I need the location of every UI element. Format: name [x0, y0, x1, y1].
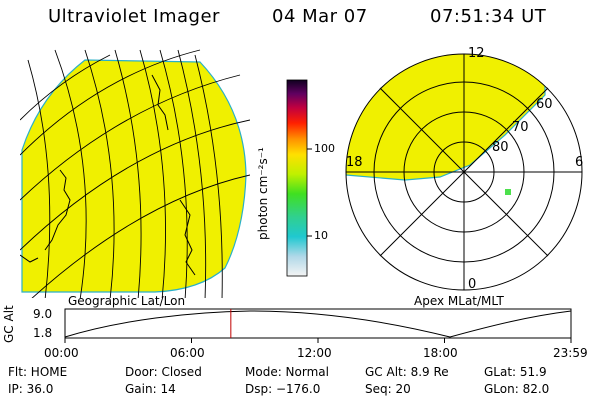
longitude-grid [27, 49, 223, 298]
info-glat: GLat: 51.9 [484, 365, 547, 379]
polar-label-bottom: 0 [468, 277, 477, 292]
info-dsp: Dsp: −176.0 [245, 382, 321, 396]
altitude-ylabel: GC Alt [2, 305, 16, 343]
altitude-ticks [64, 338, 572, 343]
instrument-title: Ultraviolet Imager [48, 6, 220, 27]
coastline [20, 74, 196, 276]
altitude-ytick-bottom: 1.8 [33, 326, 53, 340]
info-seq: Seq: 20 [365, 382, 411, 396]
info-ip: IP: 36.0 [8, 382, 54, 396]
altitude-xtick: 18:00 [423, 346, 458, 360]
polar-lat-label: 60 [536, 97, 553, 112]
polar-label-right: 6 [575, 155, 584, 170]
altitude-ytick-top: 9.0 [33, 307, 53, 321]
altitude-xtick: 12:00 [297, 346, 332, 360]
polar-lat-label: 70 [512, 120, 529, 135]
info-door: Door: Closed [125, 365, 202, 379]
latitude-grid [20, 49, 250, 298]
polar-grid [345, 53, 583, 291]
polar-label-left: 18 [346, 155, 363, 170]
altitude-xtick: 23:59 [553, 346, 588, 360]
info-mode: Mode: Normal [245, 365, 329, 379]
observation-time: 07:51:34 UT [430, 6, 547, 27]
info-flight: Flt: HOME [8, 365, 68, 379]
right-panel-caption: Apex MLat/MLT [414, 294, 504, 308]
altitude-xtick: 06:00 [170, 346, 205, 360]
colorbar-tick-100: 100 [314, 142, 335, 155]
colorbar-tick-10: 10 [314, 229, 328, 242]
observation-date: 04 Mar 07 [272, 6, 368, 27]
info-gain: Gain: 14 [125, 382, 176, 396]
altitude-curve [64, 310, 572, 338]
emission-speck [505, 189, 511, 195]
polar-lat-label: 80 [492, 140, 509, 155]
uv-emission-region [21, 59, 247, 293]
info-gc-alt: GC Alt: 8.9 Re [365, 365, 449, 379]
altitude-xtick: 00:00 [44, 346, 79, 360]
polar-label-top: 12 [468, 46, 485, 61]
left-panel-caption: Geographic Lat/Lon [68, 294, 186, 308]
info-glon: GLon: 82.0 [484, 382, 550, 396]
